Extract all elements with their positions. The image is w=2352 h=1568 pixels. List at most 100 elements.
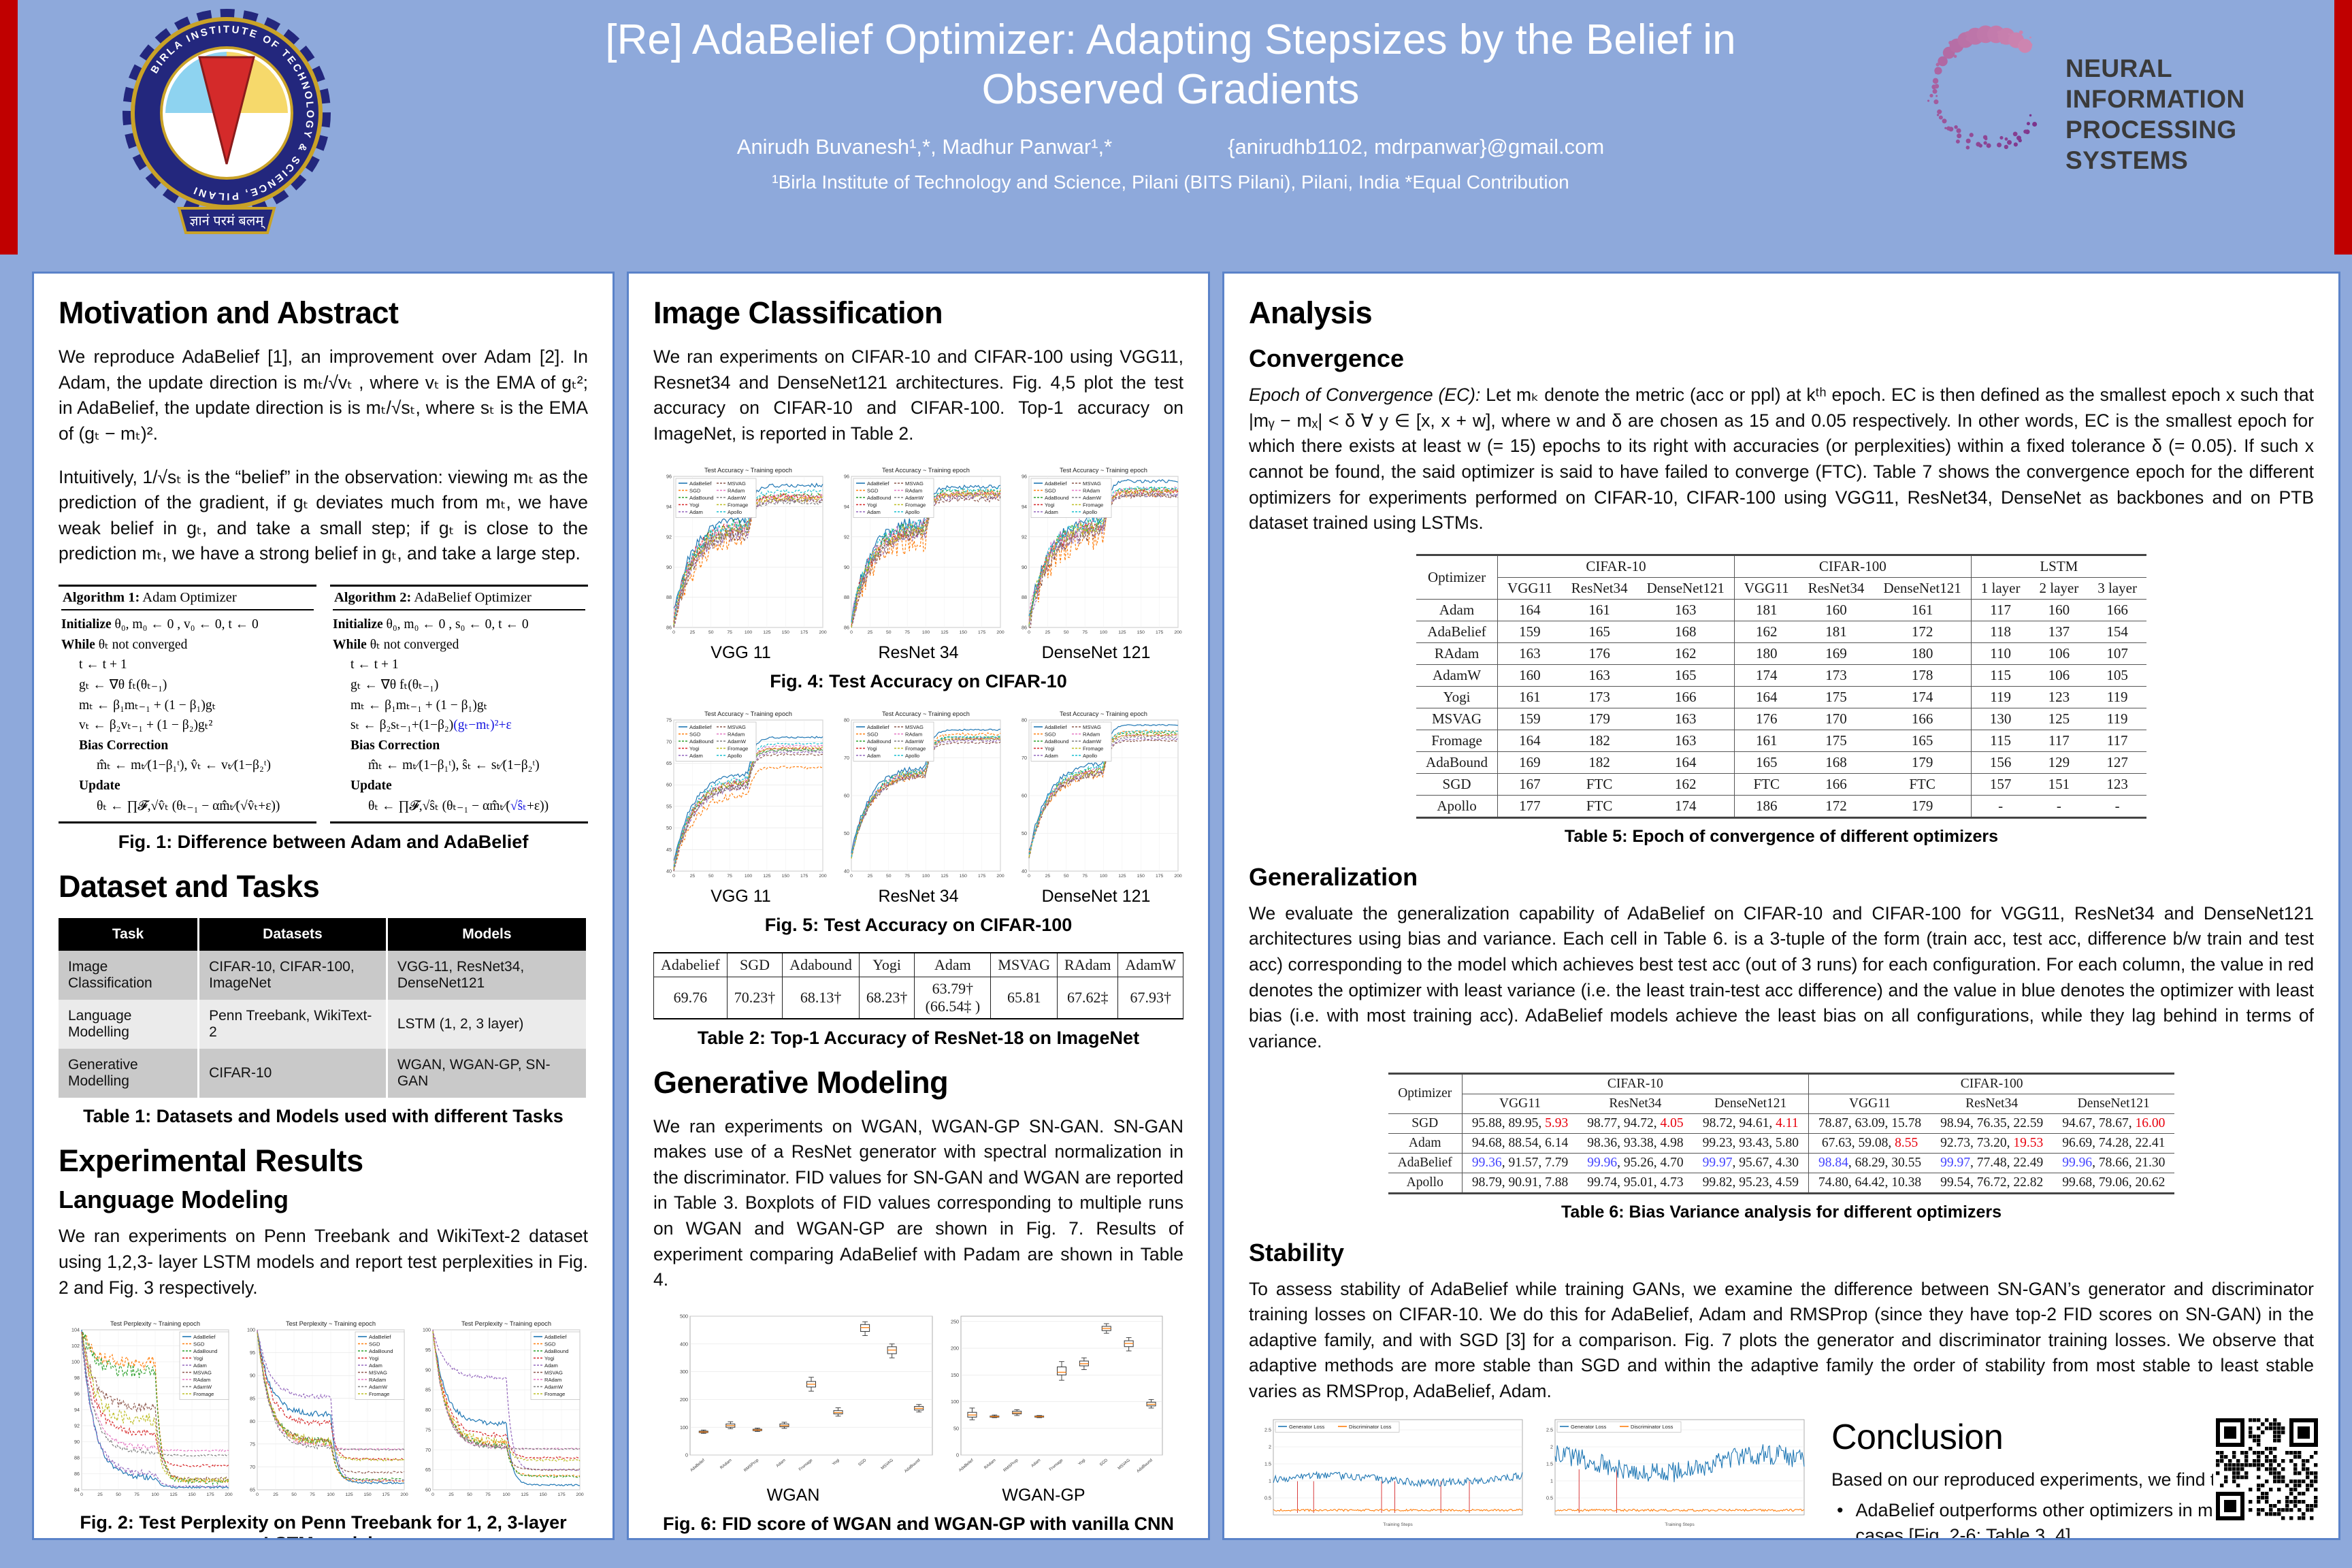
table-cell-seg: , 77.48, 22.49 <box>1970 1155 2044 1170</box>
fig4-chart-svg: 86 88 90 92 94 96 0 25 50 75 100 125 150 175 200 Test A… <box>832 464 1004 638</box>
algorithm-line-seg: Bias Correction <box>350 738 440 753</box>
qr-module <box>2306 1467 2310 1471</box>
table-cell: Penn Treebank, WikiText-2 <box>198 1000 388 1049</box>
table-cell: Image Classification <box>59 951 200 1000</box>
qr-module <box>2249 1500 2253 1504</box>
table-row: Generative Modelling CIFAR-10 WGAN, WGAN-G… <box>59 1049 589 1098</box>
legend-label: RAdam <box>369 1377 386 1383</box>
x-tick-label: 0 <box>672 630 675 635</box>
x-tick-label: 200 <box>1174 874 1182 879</box>
table-cell: 165 <box>1874 729 1972 752</box>
qr-module <box>2269 1459 2273 1463</box>
figure-5-labels: VGG 11 ResNet 34 DenseNet 121 <box>653 887 1183 906</box>
x-axis-label: Training Steps <box>1665 1522 1695 1527</box>
qr-module <box>2289 1459 2293 1463</box>
algorithm-line: While θₜ not converged <box>333 635 585 655</box>
algorithm-line: gₜ ← ∇θ fₜ(θₜ₋₁) <box>61 675 314 696</box>
y-tick-label: 60 <box>844 792 849 798</box>
qr-module <box>2310 1471 2314 1475</box>
legend-label: AdaBound <box>369 1348 393 1354</box>
qr-module <box>2281 1508 2285 1512</box>
legend-label: AdaBound <box>867 738 891 744</box>
y-tick-label: 40 <box>666 868 672 874</box>
table-cell: 159 <box>1497 620 1562 643</box>
table-subheader-cell: 3 layer <box>2088 576 2146 600</box>
x-tick-label: 175 <box>978 874 986 879</box>
legend-label: Yogi <box>544 1355 555 1361</box>
table-header-cell: Optimizer <box>1416 554 1498 600</box>
qr-module <box>2289 1500 2293 1504</box>
table-cell: 99.96, 78.66, 21.30 <box>2053 1152 2175 1173</box>
table-cell: 106 <box>2029 664 2089 687</box>
logo-motto: ज्ञानं परमं बलम् <box>190 214 266 229</box>
swirl-dot-small <box>1948 41 1953 45</box>
table-cell: 179 <box>1561 707 1637 730</box>
table-header-cell: Yogi <box>858 952 915 977</box>
fig6-chart-svg: 0 100 200 300 400 500 AdaBelief RAdam RMSProp Ada… <box>670 1310 936 1481</box>
qr-module <box>2236 1471 2240 1475</box>
neurips-swirl-icon <box>1927 25 2038 150</box>
table-cell: 118 <box>1970 620 2030 643</box>
y-tick-label: 102 <box>71 1343 80 1349</box>
qr-finder <box>2224 1426 2236 1439</box>
y-tick-label: 90 <box>844 564 849 570</box>
x-tick-label: 150 <box>782 874 790 879</box>
qr-module <box>2253 1451 2257 1455</box>
algorithm-line-seg: While <box>61 637 99 652</box>
qr-module <box>2273 1480 2277 1484</box>
qr-module <box>2253 1435 2257 1439</box>
chart-legend <box>853 721 934 762</box>
qr-module <box>2224 1463 2228 1467</box>
table-subheader-cell: VGG11 <box>1461 1093 1578 1113</box>
qr-module <box>2261 1451 2265 1455</box>
x-tick-label: 100 <box>745 630 753 635</box>
legend-label: AdamW <box>728 738 747 744</box>
y-tick-label: 86 <box>844 624 849 630</box>
swirl-dot-small <box>1927 99 1930 102</box>
qr-code[interactable] <box>2213 1416 2321 1523</box>
stability-paragraph: To assess stability of AdaBelief while t… <box>1249 1278 2314 1402</box>
x-tick-label: 125 <box>763 630 771 635</box>
series-RAdam <box>257 1330 405 1450</box>
table-cell: 176 <box>1561 642 1637 665</box>
table-subheader-cell: DenseNet121 <box>1874 576 1972 600</box>
qr-module <box>2273 1422 2277 1426</box>
series-SGD <box>1028 487 1179 617</box>
y-tick-label: 50 <box>844 830 849 836</box>
x-tick-label: 100 <box>151 1492 159 1497</box>
y-tick-label: 86 <box>1022 624 1027 630</box>
table-row: Adam 164 161 163 181 160 161 117 160 166 <box>1416 598 2146 621</box>
section-conclusion-heading: Conclusion <box>1831 1417 2004 1457</box>
figure-4-caption: Fig. 4: Test Accuracy on CIFAR-10 <box>770 670 1067 691</box>
algorithm-line: Bias Correction <box>61 736 314 756</box>
table-cell-seg: 99.97 <box>1702 1155 1733 1170</box>
qr-module <box>2302 1492 2306 1496</box>
x-axis-label: Training Steps <box>1383 1522 1413 1527</box>
qr-module <box>2314 1471 2318 1475</box>
y-tick-label: 94 <box>1022 504 1027 510</box>
swirl-dot-small <box>1934 84 1940 89</box>
y-tick-label: 80 <box>425 1407 431 1413</box>
qr-module <box>2277 1471 2281 1475</box>
table-cell: 161 <box>1874 598 1972 621</box>
x-tick-label: 25 <box>868 874 873 879</box>
qr-module <box>2269 1508 2273 1512</box>
chart-legend <box>1556 1421 1682 1433</box>
logo-red-triangle <box>198 56 255 165</box>
table-header-cell: Adabound <box>782 952 860 977</box>
legend-label: Yogi <box>867 745 877 751</box>
swirl-dot-small <box>2004 144 2008 150</box>
table-cell: 163 <box>1637 729 1735 752</box>
figure-panel-label: DenseNet 121 <box>1041 642 1151 662</box>
table-cell: 159 <box>1497 707 1562 730</box>
table-cell: 179 <box>1874 751 1972 774</box>
qr-module <box>2310 1480 2314 1484</box>
y-tick-label: 95 <box>425 1347 431 1353</box>
qr-module <box>2249 1435 2253 1439</box>
x-tick-label: 175 <box>978 630 986 635</box>
logo-gear-ring <box>122 9 331 217</box>
generative-modeling-paragraph: We ran experiments on WGAN, WGAN-GP SN-G… <box>653 1115 1183 1290</box>
qr-module <box>2302 1459 2306 1463</box>
x-tick-label: 0 <box>672 874 675 879</box>
y-tick-label: 0 <box>956 1452 959 1458</box>
